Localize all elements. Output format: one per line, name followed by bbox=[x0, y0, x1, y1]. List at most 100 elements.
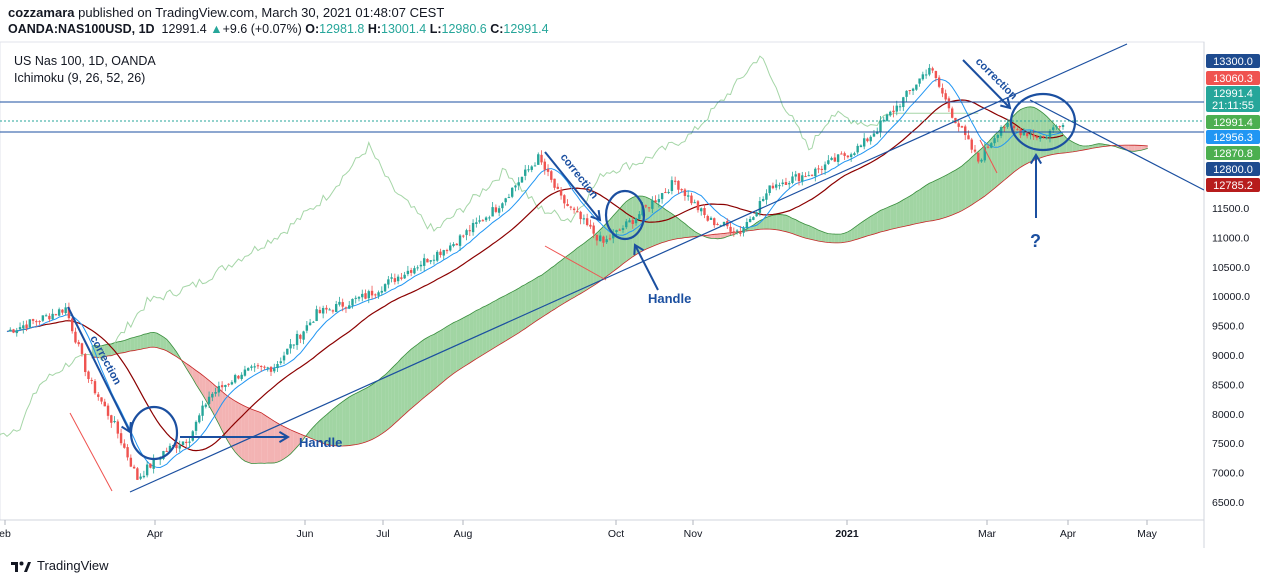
current-ellipse[interactable] bbox=[1009, 92, 1077, 152]
candle-body bbox=[934, 71, 938, 79]
ichimoku-cloud-segment bbox=[424, 337, 428, 398]
ichimoku-cloud-segment bbox=[336, 403, 340, 447]
ichimoku-cloud-segment bbox=[1033, 107, 1037, 161]
ichimoku-cloud-segment bbox=[922, 185, 927, 223]
candle-body bbox=[51, 313, 54, 320]
ichimoku-cloud-segment bbox=[763, 217, 767, 230]
candle-body bbox=[641, 206, 644, 216]
ichimoku-cloud-segment bbox=[932, 180, 936, 221]
candle-body bbox=[507, 197, 511, 199]
ichimoku-cloud-segment bbox=[906, 196, 910, 226]
ichimoku-cloud-segment bbox=[626, 199, 630, 262]
ichimoku-cloud-segment bbox=[971, 154, 975, 205]
published-text: published on TradingView.com, March 30, … bbox=[78, 5, 445, 20]
candle-body bbox=[960, 126, 964, 128]
ichimoku-cloud-segment bbox=[955, 168, 959, 214]
candle-body bbox=[804, 176, 807, 178]
candle-body bbox=[484, 217, 488, 221]
candle-body bbox=[260, 365, 263, 367]
candle-body bbox=[445, 250, 449, 252]
candle-body bbox=[510, 187, 514, 197]
candle-body bbox=[791, 176, 794, 183]
ichimoku-cloud-segment bbox=[313, 423, 317, 441]
candle-body bbox=[820, 168, 824, 170]
ichimoku-cloud-segment bbox=[789, 216, 793, 234]
handle-ellipse-2[interactable] bbox=[604, 189, 646, 241]
candle-body bbox=[15, 330, 18, 334]
ichimoku-cloud-segment bbox=[287, 428, 291, 457]
ichimoku-cloud-segment bbox=[867, 216, 871, 236]
ichimoku-cloud-segment bbox=[280, 424, 285, 461]
candle-body bbox=[400, 277, 403, 279]
ichimoku-cloud-segment bbox=[414, 344, 418, 406]
ichimoku-cloud-segment bbox=[117, 341, 122, 354]
trendline-support[interactable] bbox=[129, 43, 1128, 493]
candle-body bbox=[308, 322, 312, 326]
ichimoku-cloud-segment bbox=[596, 229, 601, 284]
candle-body bbox=[295, 333, 299, 346]
author-name[interactable]: cozzamara bbox=[8, 5, 75, 20]
candle-body bbox=[970, 139, 973, 150]
candle-body bbox=[18, 327, 22, 330]
ichimoku-cloud-segment bbox=[948, 171, 953, 217]
ichimoku-cloud-segment bbox=[261, 412, 265, 464]
ichimoku-cloud-segment bbox=[616, 208, 620, 269]
ichimoku-cloud-segment bbox=[505, 293, 509, 341]
candle-body bbox=[370, 290, 374, 296]
candle-body bbox=[132, 466, 136, 469]
ichimoku-cloud-segment bbox=[443, 326, 447, 382]
candle-body bbox=[220, 385, 224, 388]
candle-body bbox=[977, 152, 980, 162]
trendline-resistance[interactable] bbox=[1029, 99, 1204, 191]
ichimoku-cloud-segment bbox=[945, 173, 949, 218]
ichimoku-cloud-segment bbox=[306, 430, 311, 439]
correction-arrow-1[interactable] bbox=[67, 306, 131, 433]
candle-body bbox=[996, 134, 1000, 138]
ichimoku-cloud-segment bbox=[486, 304, 490, 353]
ichimoku-cloud-segment bbox=[561, 257, 565, 306]
ichimoku-cloud-segment bbox=[958, 165, 962, 213]
ichimoku-cloud-segment bbox=[779, 214, 783, 231]
candle-body bbox=[207, 396, 211, 404]
candle-body bbox=[524, 169, 527, 176]
handle-ellipse-1[interactable] bbox=[129, 405, 179, 461]
candle-body bbox=[937, 77, 941, 87]
candle-body bbox=[136, 468, 139, 480]
correction-arrow-3[interactable] bbox=[962, 59, 1011, 109]
ichimoku-cloud-segment bbox=[942, 175, 946, 219]
ichimoku-cloud-segment bbox=[101, 344, 105, 358]
correction-arrow-2[interactable] bbox=[544, 151, 601, 221]
ichimoku-cloud-segment bbox=[593, 232, 597, 286]
ichimoku-cloud-segment bbox=[1004, 122, 1008, 181]
candle-body bbox=[204, 404, 208, 407]
ichimoku-cloud-segment bbox=[326, 411, 330, 445]
ichimoku-cloud-segment bbox=[218, 388, 223, 431]
candle-body bbox=[801, 175, 804, 182]
ichimoku-cloud-segment bbox=[134, 336, 138, 351]
ichimoku-cloud-segment bbox=[186, 363, 190, 374]
ichimoku-cloud-segment bbox=[1007, 118, 1011, 178]
candle-body bbox=[416, 267, 419, 269]
candle-body bbox=[403, 274, 406, 279]
ichimoku-cloud-segment bbox=[469, 312, 474, 364]
tradingview-footer[interactable]: TradingView bbox=[10, 558, 109, 573]
ichimoku-cloud-segment bbox=[156, 333, 161, 349]
price-tag bbox=[1206, 71, 1260, 85]
candle-body bbox=[918, 78, 921, 84]
ichimoku-cloud-segment bbox=[893, 203, 897, 229]
candle-body bbox=[621, 228, 625, 231]
candle-body bbox=[768, 185, 771, 193]
candle-body bbox=[670, 180, 674, 192]
ichimoku-cloud-segment bbox=[583, 240, 588, 292]
ichimoku-cloud-segment bbox=[300, 434, 304, 444]
ichimoku-cloud-segment bbox=[1076, 143, 1080, 152]
candle-body bbox=[237, 375, 240, 379]
candle-body bbox=[778, 185, 781, 187]
candle-body bbox=[497, 208, 501, 213]
ichimoku-cloud-segment bbox=[570, 250, 575, 300]
handle-arrow-2[interactable] bbox=[634, 244, 659, 291]
ichimoku-cloud-segment bbox=[860, 220, 865, 238]
ichimoku-cloud-segment bbox=[1082, 145, 1086, 151]
candle-body bbox=[553, 178, 556, 188]
